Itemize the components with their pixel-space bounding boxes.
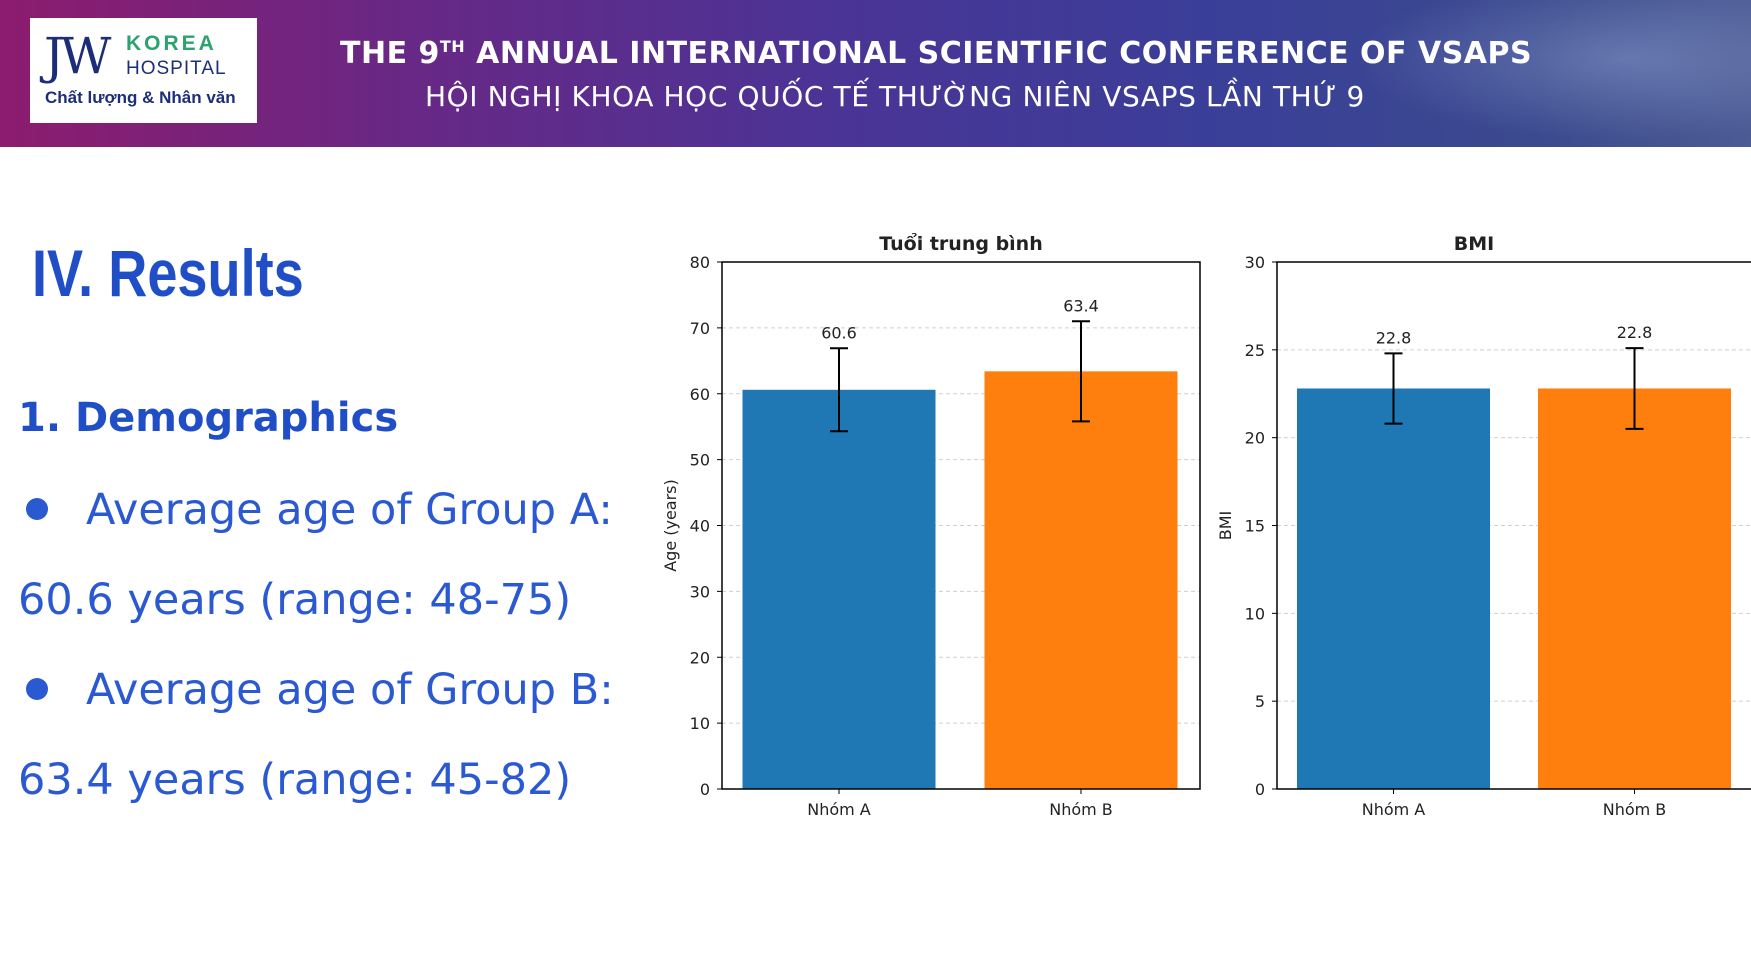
chart-title: BMI — [1454, 233, 1494, 255]
x-tick-label: Nhóm A — [807, 800, 871, 819]
conference-en-sup: TH — [439, 37, 466, 56]
data-label: 63.4 — [1063, 296, 1099, 315]
conference-en-prefix: THE 9 — [340, 36, 440, 71]
bullet-text: Average age of Group A: — [86, 485, 613, 535]
y-tick-label: 25 — [1245, 341, 1265, 360]
bullet-continuation: 63.4 years (range: 45-82) — [18, 755, 572, 805]
y-tick-label: 30 — [690, 582, 710, 601]
logo-brand: JW — [44, 27, 111, 85]
data-label: 22.8 — [1376, 328, 1412, 347]
y-tick-label: 20 — [1245, 429, 1265, 448]
logo-hospital: HOSPITAL — [126, 58, 227, 79]
x-tick-label: Nhóm A — [1362, 800, 1426, 819]
y-tick-label: 20 — [690, 648, 710, 667]
bar-group-b — [984, 371, 1178, 789]
y-tick-label: 10 — [690, 714, 710, 733]
bullet-item: Average age of Group A: — [26, 485, 613, 535]
data-label: 60.6 — [821, 323, 857, 342]
section-title: IV. Results — [32, 236, 304, 310]
x-tick-label: Nhóm B — [1603, 800, 1667, 819]
bar-group-a — [1297, 388, 1490, 789]
bullet-text: Average age of Group B: — [86, 665, 614, 715]
bullet-dot-icon — [26, 677, 48, 700]
logo-slogan: Chất lượng & Nhân văn — [45, 88, 236, 107]
subheading: 1. Demographics — [18, 395, 399, 441]
x-tick-label: Nhóm B — [1049, 800, 1113, 819]
y-tick-label: 50 — [690, 451, 710, 470]
y-tick-label: 40 — [690, 517, 710, 536]
bar-group-b — [1538, 388, 1731, 789]
chart-title: Tuổi trung bình — [879, 232, 1042, 255]
y-axis-label: BMI — [1216, 511, 1235, 541]
conference-en-suffix: ANNUAL INTERNATIONAL SCIENTIFIC CONFEREN… — [465, 36, 1533, 71]
y-tick-label: 30 — [1245, 253, 1265, 272]
y-axis-label: Age (years) — [661, 479, 680, 572]
y-tick-label: 60 — [690, 385, 710, 404]
bullet-dot-icon — [26, 497, 48, 520]
y-tick-label: 0 — [700, 780, 710, 799]
y-tick-label: 70 — [690, 319, 710, 338]
y-tick-label: 0 — [1255, 780, 1265, 799]
conference-title-en: THE 9TH ANNUAL INTERNATIONAL SCIENTIFIC … — [340, 36, 1532, 71]
header-banner: JW KOREA HOSPITAL Chất lượng & Nhân văn … — [0, 0, 1751, 147]
conference-title-vi: HỘI NGHỊ KHOA HỌC QUỐC TẾ THƯỜNG NIÊN VS… — [425, 80, 1365, 113]
y-tick-label: 15 — [1245, 517, 1265, 536]
hospital-logo: JW KOREA HOSPITAL Chất lượng & Nhân văn — [30, 18, 257, 123]
y-tick-label: 80 — [690, 253, 710, 272]
data-label: 22.8 — [1617, 323, 1653, 342]
logo-korea: KOREA — [126, 32, 217, 55]
banner-decoration — [1331, 0, 1751, 147]
bar-group-a — [742, 389, 936, 789]
y-tick-label: 5 — [1255, 692, 1265, 711]
bullet-item: Average age of Group B: — [26, 665, 614, 715]
y-tick-label: 10 — [1245, 604, 1265, 623]
bullet-continuation: 60.6 years (range: 48-75) — [18, 575, 572, 625]
